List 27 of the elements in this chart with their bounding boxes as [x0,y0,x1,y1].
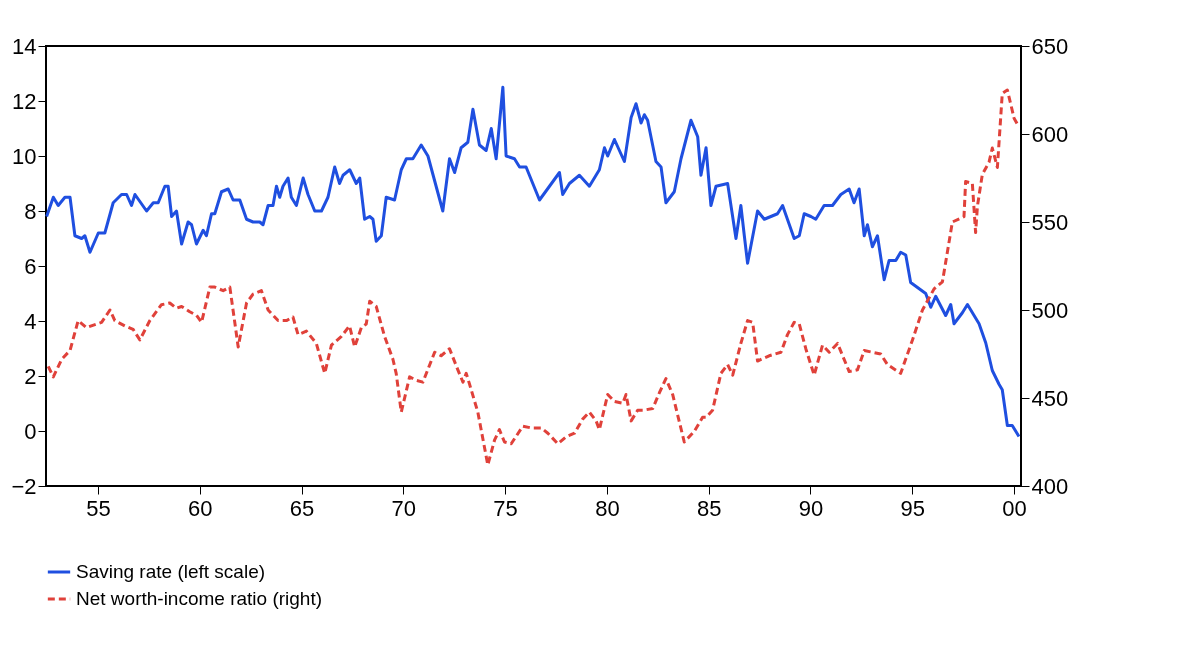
x-tick-label: 90 [798,495,824,521]
x-tick-label: 00 [1002,495,1027,521]
y2-tick-label: 550 [1031,209,1069,235]
x-tick-label: 85 [696,495,722,521]
y2-tick-label: 600 [1031,121,1069,147]
y-tick-label: 10 [12,143,37,169]
y-tick-label: 8 [24,198,37,224]
y2-tick-label: 450 [1031,385,1069,411]
legend-label: Saving rate (left scale) [76,561,266,582]
y2-tick-label: 500 [1031,297,1069,323]
y-tick-label: 12 [12,88,37,114]
x-tick-label: 70 [391,495,417,521]
y2-tick-label: 400 [1031,473,1069,499]
y-tick-label: 14 [12,33,37,59]
x-tick-label: 95 [900,495,926,521]
x-tick-label: 75 [493,495,518,521]
y2-tick-label: 650 [1031,33,1069,59]
x-tick-label: 60 [187,495,213,521]
x-tick-label: 65 [289,495,315,521]
y-tick-label: −2 [11,473,37,499]
x-tick-label: 55 [86,495,111,521]
y-tick-label: 4 [24,308,37,334]
legend-label: Net worth-income ratio (right) [76,588,323,609]
y-tick-label: 0 [24,418,37,444]
y-tick-label: 2 [24,363,37,389]
x-tick-label: 80 [595,495,620,521]
y-tick-label: 6 [24,253,37,279]
